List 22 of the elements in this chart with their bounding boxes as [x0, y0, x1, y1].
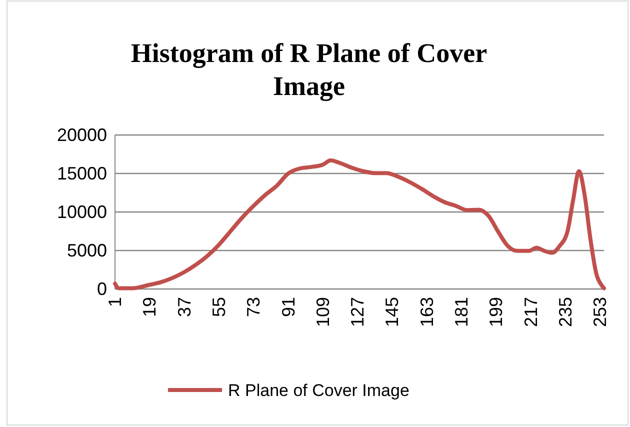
- y-tick-label: 15000: [56, 164, 107, 184]
- y-tick-label: 10000: [56, 202, 107, 222]
- x-tick-label: 199: [486, 297, 506, 328]
- x-tick-label: 91: [278, 297, 298, 318]
- x-tick-label: 73: [244, 297, 264, 318]
- x-tick-label: 253: [590, 297, 610, 328]
- x-tick-label: 19: [140, 297, 160, 318]
- y-tick-label: 0: [96, 279, 107, 299]
- x-tick-label: 37: [174, 297, 194, 318]
- legend-label: R Plane of Cover Image: [228, 381, 410, 400]
- x-tick-label: 109: [312, 297, 333, 328]
- x-tick-label: 181: [452, 297, 472, 328]
- x-tick-label: 127: [348, 297, 368, 328]
- y-tick-label: 5000: [66, 240, 107, 260]
- chart-title: Histogram of R Plane of Cover Image: [130, 38, 488, 101]
- x-tick-label: 163: [416, 297, 437, 328]
- x-tick-label: 55: [208, 297, 229, 318]
- x-tick-label: 1: [105, 297, 125, 308]
- y-tick-label: 20000: [56, 125, 107, 145]
- x-tick-label: 235: [555, 297, 576, 328]
- x-tick-label: 217: [520, 297, 541, 328]
- x-tick-label: 145: [382, 297, 402, 328]
